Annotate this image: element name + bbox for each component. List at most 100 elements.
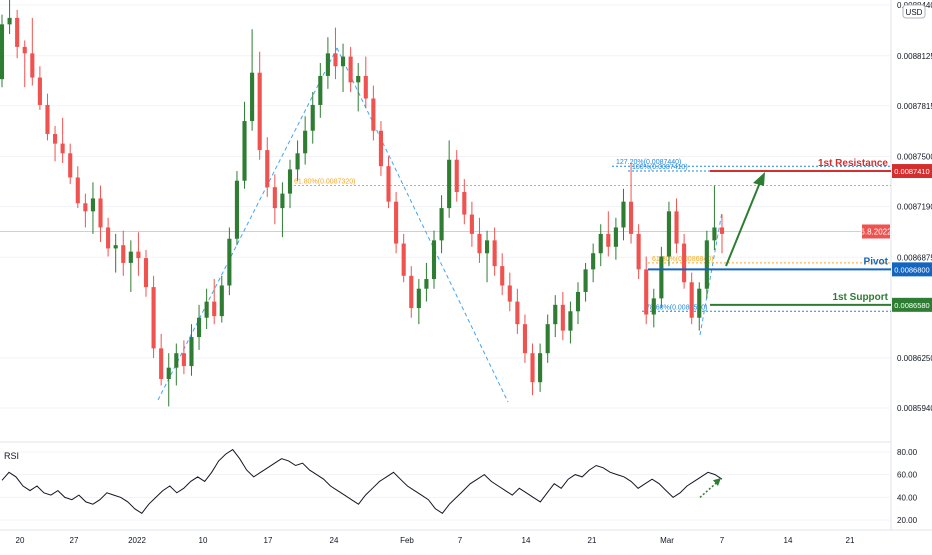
level-price-tag — [892, 164, 932, 179]
price-tick-label: 0.0088125 — [897, 52, 932, 61]
candle-body — [628, 201, 634, 234]
candle-body — [644, 269, 649, 315]
candle — [174, 343, 179, 386]
rsi-line — [1, 448, 723, 514]
candle-body — [22, 46, 27, 54]
candle-body — [462, 191, 467, 215]
candle-body — [583, 269, 588, 292]
candle — [83, 193, 88, 228]
candle-body — [689, 282, 694, 318]
candle — [106, 217, 111, 257]
fib-level-label: 100%(0.0087410) — [632, 164, 688, 171]
time-tick-label: 14 — [522, 536, 531, 545]
candle — [492, 227, 497, 276]
candle-body — [265, 150, 270, 188]
candle — [272, 174, 277, 225]
candle-body — [507, 285, 512, 302]
current-price-tag — [862, 224, 890, 239]
candle-body — [621, 201, 626, 228]
candle — [568, 301, 573, 344]
price-tick-label: 0.0085940 — [897, 404, 932, 413]
candle — [143, 250, 149, 297]
candle-body — [60, 143, 65, 154]
level-price-tag — [892, 297, 932, 312]
candle — [439, 195, 444, 254]
candle — [189, 324, 194, 376]
level-name-label: 1st Support — [832, 292, 888, 303]
candle-body — [712, 227, 717, 241]
candle — [409, 266, 414, 318]
candle-body — [250, 72, 255, 122]
candle-body — [106, 227, 111, 249]
level-name-label: 1st Resistance — [818, 158, 888, 169]
candle-body — [416, 288, 421, 309]
candle — [22, 40, 27, 88]
candle — [219, 275, 224, 323]
candle — [356, 63, 361, 112]
candle-body — [659, 256, 664, 299]
candle-body — [568, 311, 573, 331]
candle — [575, 282, 581, 325]
candle-body — [469, 214, 474, 234]
candle-body — [409, 275, 414, 309]
candle — [522, 314, 528, 363]
candle-body — [394, 201, 399, 244]
candle — [227, 227, 232, 296]
candle-body — [37, 77, 42, 105]
candle-body — [401, 243, 406, 276]
time-tick-label: 10 — [199, 536, 208, 545]
candle-body — [318, 75, 323, 105]
candle-body — [492, 240, 497, 267]
candle — [500, 253, 505, 296]
candle-body — [431, 240, 437, 280]
candle — [689, 272, 694, 325]
candle — [704, 230, 709, 299]
candle-body — [575, 291, 581, 312]
candle — [682, 233, 687, 289]
support-resistance-levels: 1st Resistance 0.0087410 Pivot 0.0086800 1st… — [648, 158, 932, 312]
level-price-tag — [892, 262, 932, 277]
time-tick-label: Feb — [400, 536, 414, 545]
candle — [348, 46, 353, 93]
candle-body — [257, 72, 262, 151]
candle — [98, 185, 103, 242]
candle-body — [189, 337, 194, 367]
candle — [75, 166, 80, 209]
pattern-leg-x-a — [157, 47, 338, 401]
candle-body — [227, 238, 232, 286]
candle — [583, 262, 588, 302]
candle-body — [454, 159, 459, 192]
candle — [151, 275, 156, 359]
candle-body — [143, 258, 149, 288]
candle-body — [325, 53, 330, 76]
candle-body — [545, 324, 550, 354]
candle — [401, 233, 406, 283]
candle — [454, 150, 459, 202]
candle-body — [90, 198, 96, 212]
rsi-tick-label: 60.00 — [897, 471, 918, 480]
candle-body — [242, 121, 247, 181]
time-axis: 20 27 2022 10 17 24 Feb 7 14 21 Mar 7 14 21 — [16, 536, 855, 545]
candle-body — [196, 317, 202, 338]
time-tick-label: 17 — [264, 536, 273, 545]
rsi-label: RSI — [4, 451, 19, 461]
fib-level-label: 78.60%(0.0086540) — [646, 304, 708, 311]
candle — [659, 246, 664, 309]
candle — [477, 217, 482, 263]
candle — [371, 85, 376, 141]
candle — [394, 191, 399, 254]
time-tick-label: 20 — [16, 536, 25, 545]
candle — [424, 262, 429, 302]
candle — [318, 63, 323, 118]
candle-body — [560, 304, 565, 331]
rsi-projection-line — [699, 480, 719, 498]
candle-body — [287, 169, 293, 194]
candle-body — [553, 304, 558, 325]
candle-body — [538, 353, 543, 383]
currency-badge[interactable]: USD — [902, 4, 926, 19]
candle — [60, 117, 65, 163]
candle-body — [295, 153, 300, 170]
candle-body — [75, 177, 80, 204]
